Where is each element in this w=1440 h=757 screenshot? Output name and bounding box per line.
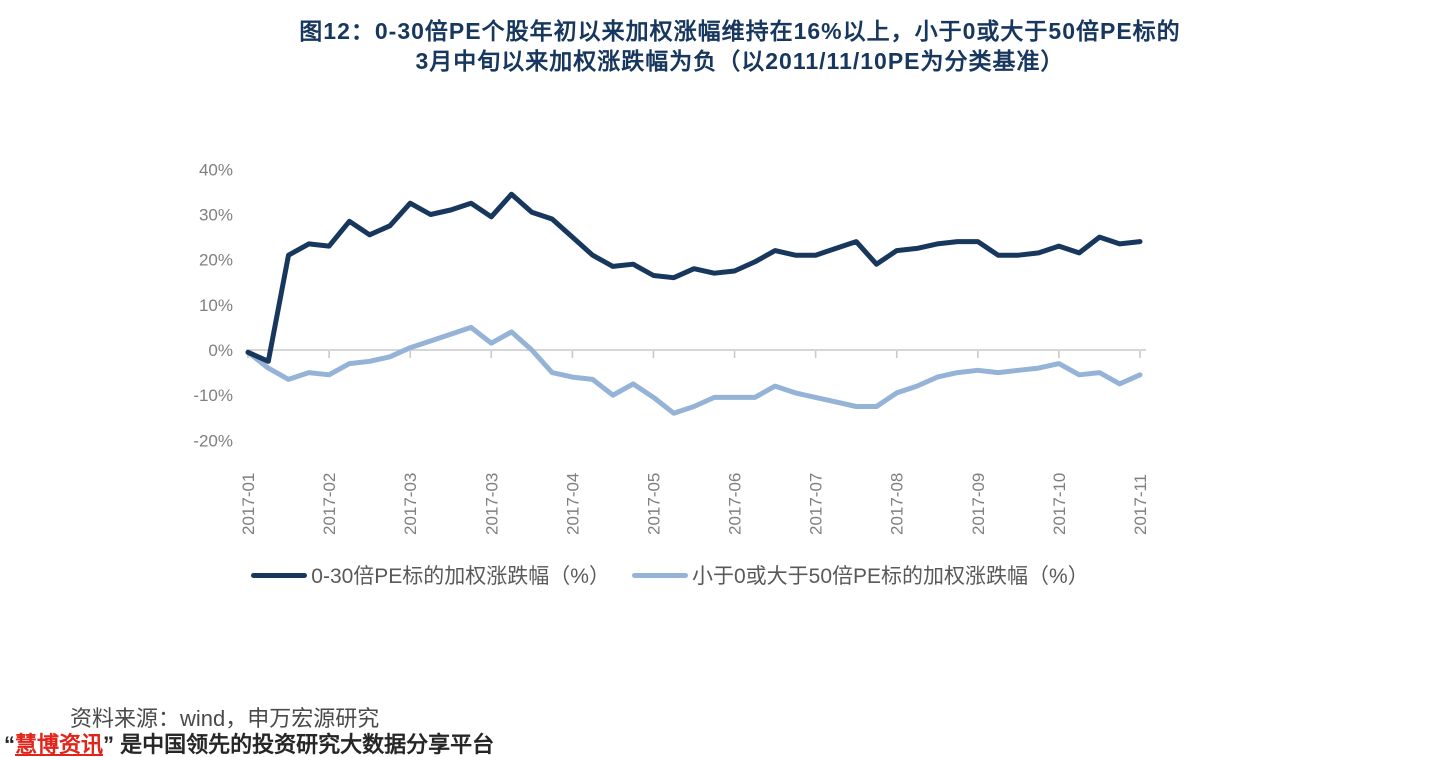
chart-title: 图12：0-30倍PE个股年初以来加权涨幅维持在16%以上，小于0或大于50倍P… [299,18,1181,74]
x-tick-label: 2017-03 [482,473,501,535]
y-tick-label: 20% [199,251,233,270]
chart-legend: 0-30倍PE标的加权涨跌幅（%） 小于0或大于50倍PE标的加权涨跌幅（%） [150,560,1190,590]
x-tick-label: 2017-05 [644,473,663,535]
x-tick-label: 2017-10 [1050,473,1069,535]
series-line-1 [245,324,1143,416]
y-tick-label: -20% [193,431,233,450]
x-tick-label: 2017-04 [563,473,582,535]
y-tick-label: 10% [199,296,233,315]
source-note: 资料来源：wind，申万宏源研究 [70,706,380,731]
open-quote: “ [4,732,15,757]
y-tick-label: -10% [193,386,233,405]
legend-swatch-light-line [631,572,688,578]
legend-swatch-dark-line [251,572,308,578]
footer-tagline-text: 是中国领先的投资研究大数据分享平台 [114,732,495,757]
legend-label-lt0-gt50pe: 小于0或大于50倍PE标的加权涨跌幅（%） [691,565,1089,588]
x-tick-label: 2017-07 [807,473,826,535]
x-tick-label: 2017-08 [888,473,907,535]
x-tick-label: 2017-11 [1131,474,1150,535]
x-tick-label: 2017-03 [401,473,420,535]
x-tick-label: 2017-02 [320,473,339,535]
x-tick-label: 2017-09 [969,473,988,535]
series-line-0 [245,191,1143,364]
x-tick-label: 2017-06 [726,473,745,535]
y-tick-label: 40% [199,160,233,179]
y-tick-label: 30% [199,206,233,225]
legend-item-lt0-gt50pe: 小于0或大于50倍PE标的加权涨跌幅（%） [631,560,1089,590]
footer-tagline: “慧博资讯” 是中国领先的投资研究大数据分享平台 [4,732,494,757]
huibo-brand-link[interactable]: 慧博资讯 [15,732,104,757]
y-tick-label: 0% [208,341,233,360]
legend-label-0-30pe: 0-30倍PE标的加权涨跌幅（%） [311,565,610,588]
x-tick-label: 2017-01 [239,473,258,535]
legend-item-0-30pe: 0-30倍PE标的加权涨跌幅（%） [251,560,610,590]
close-quote: ” [103,732,115,757]
